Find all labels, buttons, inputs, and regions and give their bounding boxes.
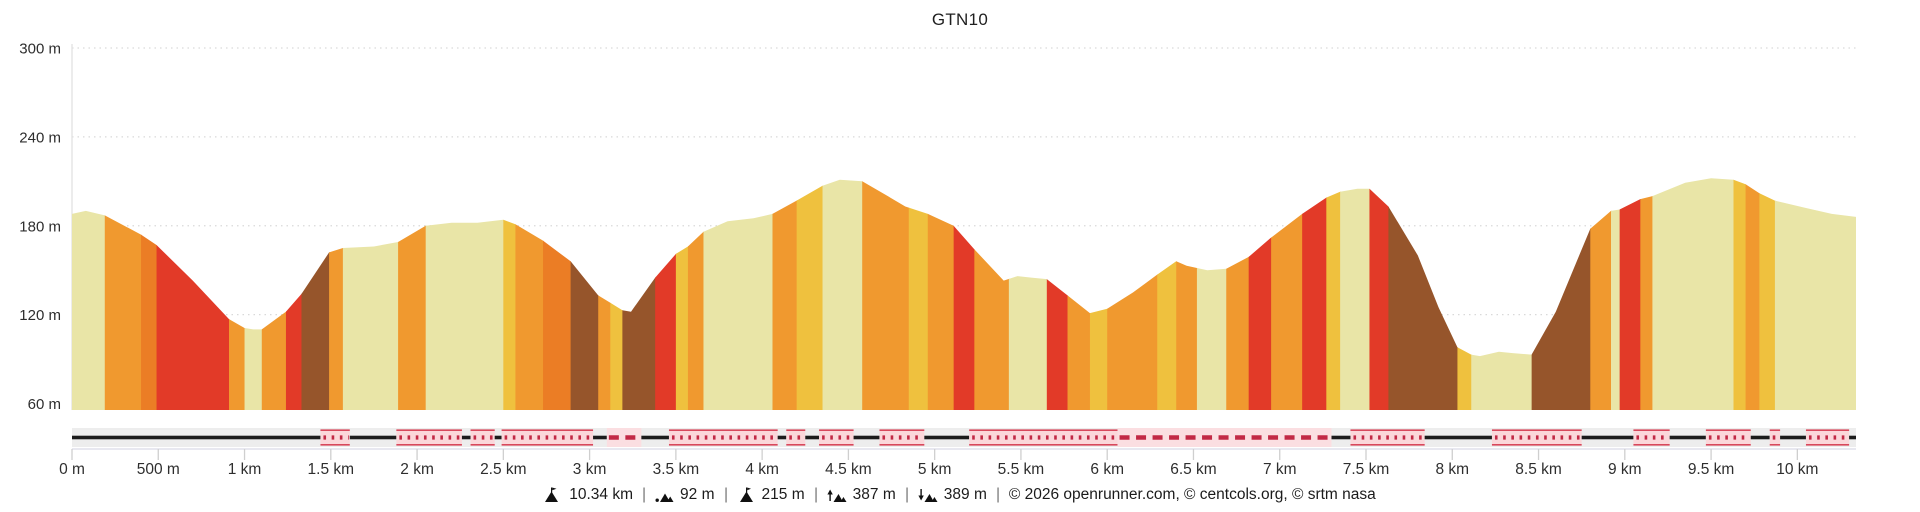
surface-path-segment (1705, 429, 1751, 446)
x-axis-label: 4 km (745, 461, 779, 478)
min-elevation-icon (655, 487, 674, 503)
y-axis-label: 300 m (19, 41, 61, 58)
x-axis-label: 7 km (1263, 461, 1297, 478)
x-axis-label: 5.5 km (998, 461, 1045, 478)
slope-band-moderate (862, 178, 910, 410)
surface-path-segment (879, 429, 925, 446)
x-axis-label: 10 km (1776, 461, 1818, 478)
surface-road-segment (1581, 435, 1634, 440)
stat-total-descent: 389 m (918, 486, 987, 504)
x-axis-label: 9.5 km (1688, 461, 1735, 478)
credits-text: © 2026 openrunner.com, © centcols.org, ©… (1008, 486, 1376, 503)
surface-road-segment (1669, 435, 1706, 440)
stat-value: 92 m (680, 486, 715, 503)
page-title: GTN10 (931, 10, 989, 29)
x-axis-label: 2.5 km (480, 461, 527, 478)
stat-separator: | (814, 486, 818, 503)
slope-band-flat (1611, 178, 1621, 410)
surface-path-segment (786, 429, 806, 446)
x-axis-label: 1 km (228, 461, 262, 478)
stat-separator: | (724, 486, 727, 503)
surface-road-segment (805, 435, 820, 440)
slope-band-mild (1326, 178, 1341, 410)
stat-value: 10.34 km (569, 486, 633, 503)
stat-value: 389 m (943, 486, 987, 503)
stat-separator: | (905, 486, 909, 503)
surface-road-segment (924, 435, 970, 440)
surface-road-segment (1424, 435, 1492, 440)
surface-road-segment (593, 435, 607, 440)
surface-road-segment (1750, 435, 1770, 440)
slope-band-moderate (1745, 178, 1760, 410)
surface-road-segment (641, 435, 669, 440)
total-descent-icon (918, 487, 938, 503)
x-axis-label: 8 km (1435, 461, 1469, 478)
surface-road-segment (72, 435, 321, 440)
y-axis-label: 180 m (19, 218, 61, 235)
surface-road-segment (494, 435, 502, 440)
stat-separator: | (642, 486, 646, 503)
slope-band-flat (1652, 178, 1735, 410)
x-axis-label: 6 km (1090, 461, 1124, 478)
stat-distance: 10.34 km (544, 486, 633, 504)
slope-band-steep (1619, 178, 1641, 410)
elevation-profile-plot[interactable] (72, 48, 1856, 410)
slope-band-flat (1774, 178, 1856, 410)
x-axis-label: 7.5 km (1343, 461, 1390, 478)
distance-icon (544, 487, 563, 503)
x-axis-label: 500 m (137, 461, 180, 478)
x-axis-label: 3.5 km (653, 461, 700, 478)
stat-total-ascent: 387 m (827, 486, 896, 504)
surface-road-segment (349, 435, 397, 440)
surface-path-segment (969, 429, 1118, 446)
surface-road-segment (461, 435, 471, 440)
y-axis-label: 60 m (28, 396, 61, 413)
slope-band-steep (1302, 178, 1327, 410)
x-axis-label: 8.5 km (1515, 461, 1562, 478)
surface-path-segment (1633, 429, 1670, 446)
surface-road-segment (853, 435, 880, 440)
surface-path-segment (819, 429, 854, 446)
x-axis-label: 5 km (918, 461, 952, 478)
x-axis-label: 3 km (573, 461, 607, 478)
slope-band-steep (1369, 178, 1390, 410)
y-axis-label: 240 m (19, 129, 61, 146)
slope-band-flat (1340, 178, 1371, 410)
slope-band-moderate (772, 178, 798, 410)
surface-path-segment (396, 429, 462, 446)
slope-band-moderate (1640, 178, 1654, 410)
slope-band-flat (822, 178, 863, 410)
surface-road-segment (777, 435, 787, 440)
x-axis-label: 4.5 km (825, 461, 872, 478)
route-stats-bar: 10.34 km | 92 m | 215 m | 387 m | 389 m | © 2026 o… (0, 482, 1920, 508)
x-axis-label: 6.5 km (1170, 461, 1217, 478)
stat-separator: | (996, 486, 1000, 503)
x-axis-label: 1.5 km (308, 461, 355, 478)
stat-value: 387 m (852, 486, 896, 503)
total-ascent-icon (827, 487, 847, 503)
slope-band-mild (1759, 178, 1776, 410)
x-axis-label: 0 m (59, 461, 85, 478)
stat-max-elevation: 215 m (737, 486, 805, 504)
surface-road-segment (1331, 435, 1351, 440)
x-axis-label: 2 km (400, 461, 434, 478)
x-axis-label: 9 km (1608, 461, 1642, 478)
slope-band-mild (503, 178, 517, 410)
stat-min-elevation: 92 m (655, 486, 715, 504)
slope-band-mild (1733, 178, 1747, 410)
surface-path-segment (320, 429, 350, 446)
surface-road-segment (1780, 435, 1806, 440)
surface-track-segment (606, 428, 642, 447)
slope-band-moderate (1590, 178, 1612, 410)
slope-band-mild (908, 178, 929, 410)
slope-band-mild (796, 178, 824, 410)
surface-road-segment (1849, 435, 1856, 440)
stat-value: 215 m (761, 486, 805, 503)
slope-band-flat (72, 178, 106, 410)
max-elevation-icon (737, 487, 756, 503)
y-axis-label: 120 m (19, 307, 61, 324)
